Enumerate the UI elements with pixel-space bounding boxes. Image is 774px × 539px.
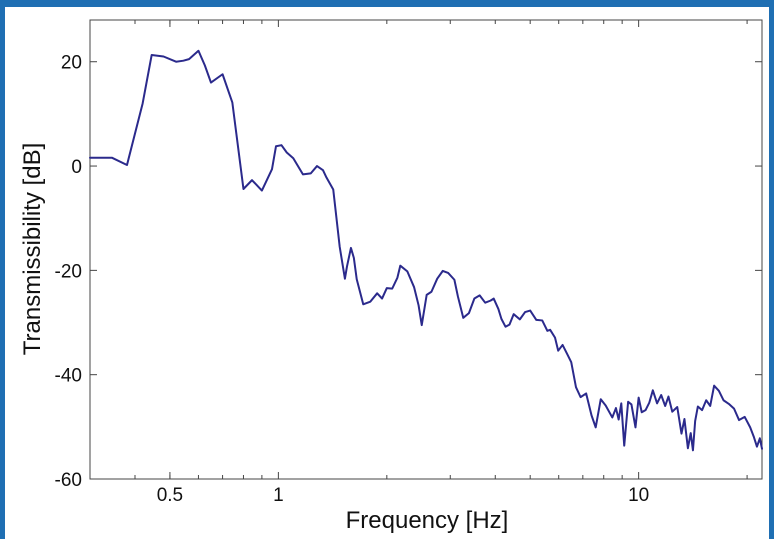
y-tick-label: 0 bbox=[71, 157, 82, 178]
series-line bbox=[89, 49, 763, 452]
y-tick-label: -60 bbox=[55, 470, 82, 491]
x-tick-label: 1 bbox=[273, 485, 284, 506]
y-tick-label: -20 bbox=[55, 261, 82, 282]
y-tick-label: -40 bbox=[55, 366, 82, 387]
frame-left-border bbox=[0, 0, 5, 539]
x-tick-label: 10 bbox=[628, 485, 649, 506]
plot-area bbox=[89, 19, 763, 480]
frame-top-border bbox=[0, 0, 774, 7]
y-axis-title: Transmissibility [dB] bbox=[19, 143, 46, 355]
x-axis-title: Frequency [Hz] bbox=[346, 507, 509, 534]
frame-right-border bbox=[769, 0, 774, 539]
x-tick-label: 0.5 bbox=[157, 485, 183, 506]
y-tick-label: 20 bbox=[61, 53, 82, 74]
